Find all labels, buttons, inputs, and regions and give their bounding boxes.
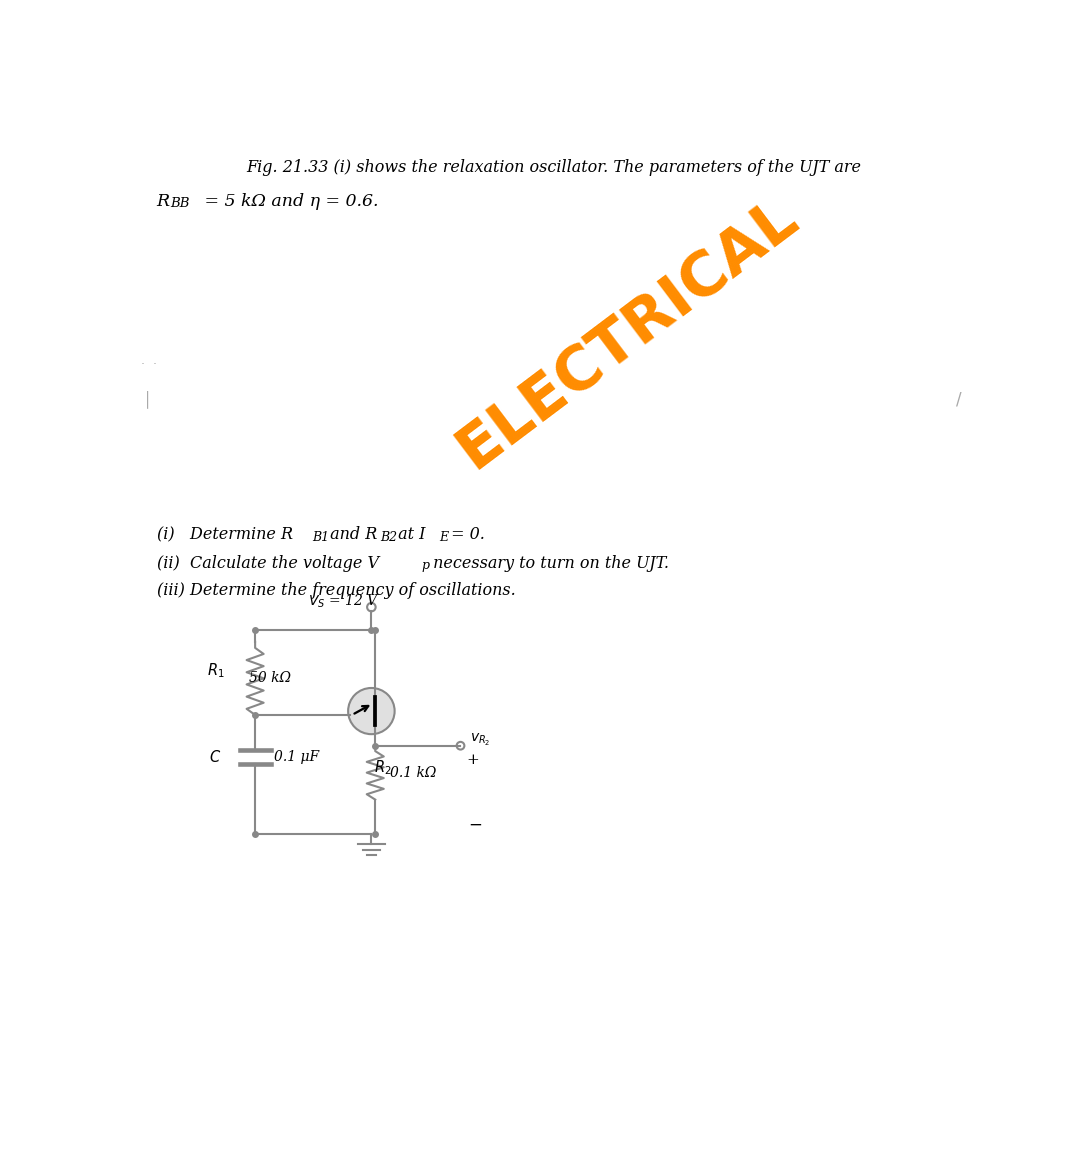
Text: 0.1 kΩ: 0.1 kΩ xyxy=(390,765,436,779)
Text: and R: and R xyxy=(325,526,378,543)
Text: 0.1 μF: 0.1 μF xyxy=(274,750,320,764)
Text: = 0.: = 0. xyxy=(446,526,485,543)
Text: +: + xyxy=(467,754,480,768)
Circle shape xyxy=(348,688,394,734)
Text: −: − xyxy=(469,816,482,834)
Text: 50 kΩ: 50 kΩ xyxy=(248,672,291,686)
Text: ·  ·: · · xyxy=(141,358,158,371)
Text: $V_S$ = 12 V: $V_S$ = 12 V xyxy=(308,592,379,609)
Text: p: p xyxy=(422,559,430,572)
Text: /: / xyxy=(957,390,962,409)
Text: Fig. 21.33 (i) shows the relaxation oscillator. The parameters of the UJT are: Fig. 21.33 (i) shows the relaxation osci… xyxy=(246,159,861,176)
Text: ELECTRICAL: ELECTRICAL xyxy=(446,186,809,481)
Text: B2: B2 xyxy=(380,530,397,543)
Text: at I: at I xyxy=(393,526,426,543)
Text: (ii)  Calculate the voltage V: (ii) Calculate the voltage V xyxy=(157,555,379,572)
Text: E: E xyxy=(440,530,448,543)
Text: $C$: $C$ xyxy=(208,749,220,765)
Text: B1: B1 xyxy=(312,530,329,543)
Text: │: │ xyxy=(143,390,152,408)
Text: necessary to turn on the UJT.: necessary to turn on the UJT. xyxy=(429,555,670,572)
Text: (iii) Determine the frequency of oscillations.: (iii) Determine the frequency of oscilla… xyxy=(157,582,515,600)
Text: $R_1$: $R_1$ xyxy=(207,661,225,680)
Text: = 5 kΩ and η = 0.6.: = 5 kΩ and η = 0.6. xyxy=(200,193,379,210)
Text: $v_{R_2}$: $v_{R_2}$ xyxy=(470,732,490,748)
Text: R: R xyxy=(157,193,170,210)
Text: $R_2$: $R_2$ xyxy=(374,758,391,777)
Text: (i)   Determine R: (i) Determine R xyxy=(157,526,293,543)
Text: BB: BB xyxy=(170,198,189,211)
